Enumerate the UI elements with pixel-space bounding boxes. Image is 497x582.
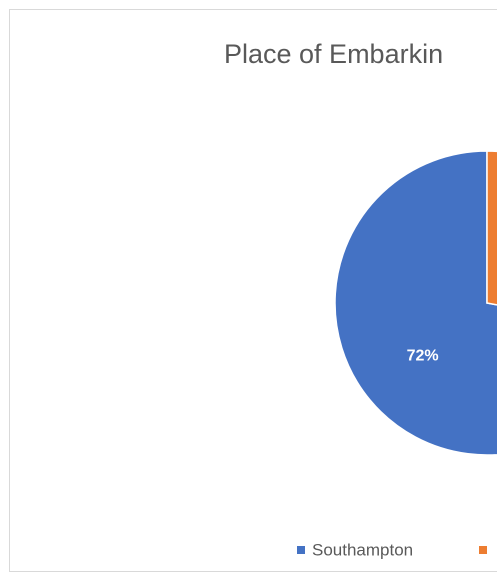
legend-label: Southampton [312, 540, 413, 559]
data-label: 72% [407, 348, 439, 365]
legend-swatch [297, 546, 305, 554]
legend-swatch [479, 546, 487, 554]
pie-slice [334, 150, 497, 456]
pie-slice [486, 150, 497, 306]
chart-title: Place of Embarkin [224, 39, 443, 69]
